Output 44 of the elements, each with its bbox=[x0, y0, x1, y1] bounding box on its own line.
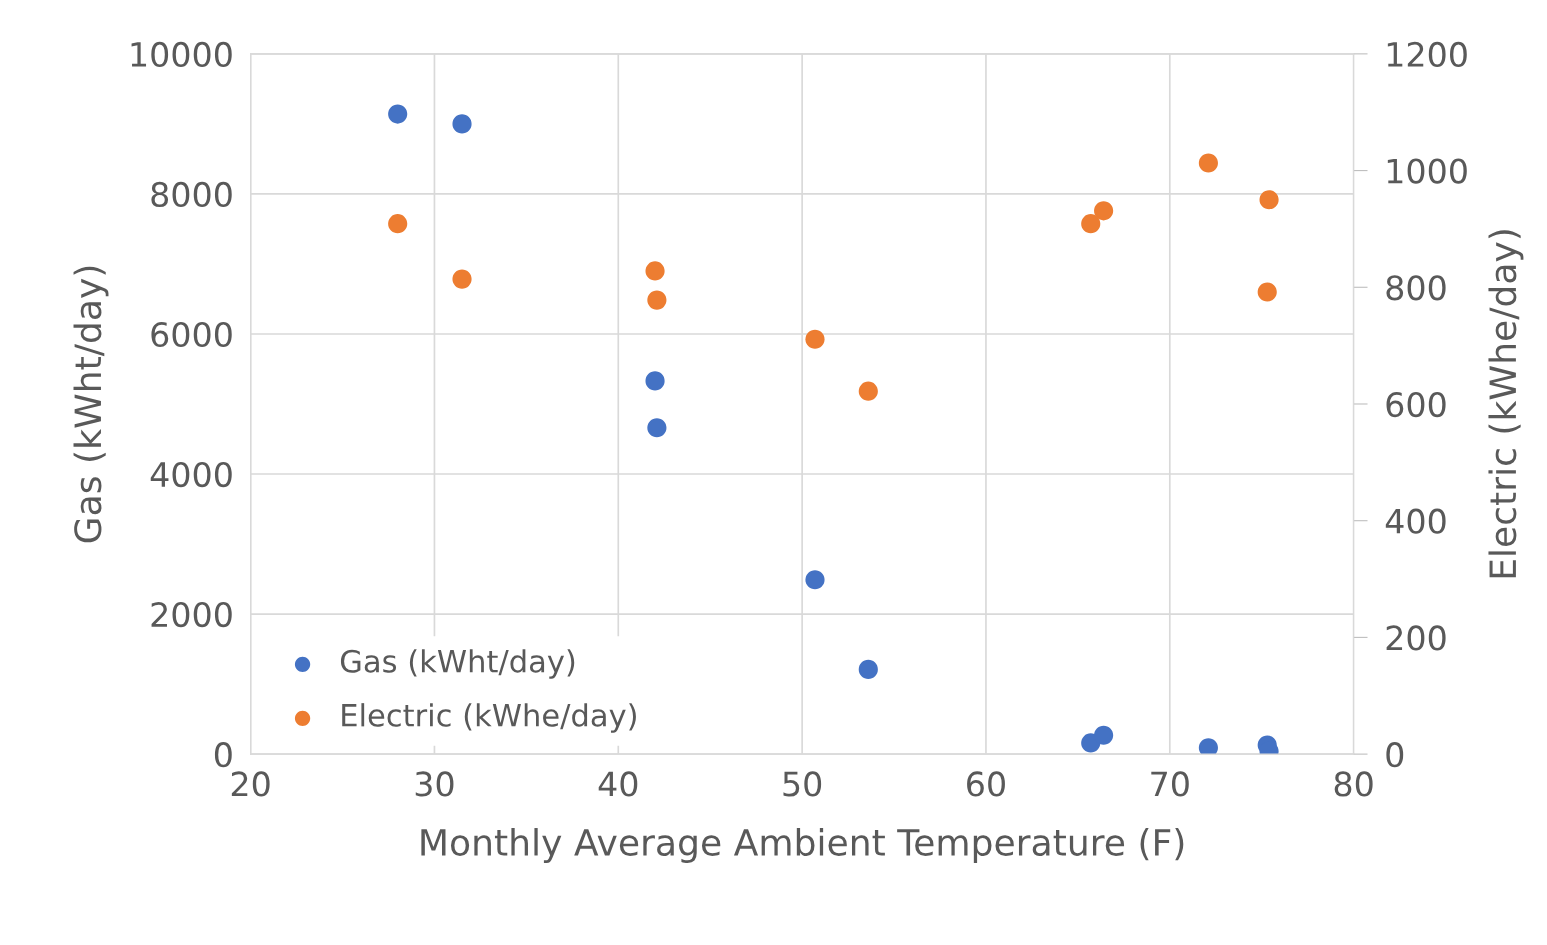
y2-tick-label: 1000 bbox=[1387, 158, 1467, 184]
x-tick-label: 50 bbox=[783, 771, 822, 797]
y2-tick-label: 0 bbox=[1386, 742, 1404, 768]
y-tick-label: 10000 bbox=[131, 41, 232, 67]
y2-tick-label: 400 bbox=[1385, 508, 1446, 534]
y2-tick-label: 800 bbox=[1386, 275, 1446, 301]
x-tick-label: 40 bbox=[598, 771, 638, 797]
point bbox=[805, 329, 825, 349]
y2-tick-label: 200 bbox=[1386, 625, 1446, 651]
legend-label: Electric (kWhe/day) bbox=[342, 703, 636, 733]
y-tick-label: 6000 bbox=[151, 321, 232, 348]
y2-tick-label: 1200 bbox=[1387, 41, 1467, 67]
y-tick-label: 8000 bbox=[151, 181, 232, 208]
y-tick-label: 4000 bbox=[150, 461, 232, 488]
point bbox=[1198, 738, 1218, 755]
x-axis-title: Monthly Average Ambient Temperature (F) bbox=[421, 828, 1184, 863]
point bbox=[388, 214, 408, 234]
point bbox=[452, 114, 472, 134]
point bbox=[1198, 153, 1218, 173]
x-tick-label: 60 bbox=[967, 771, 1005, 797]
point bbox=[452, 269, 472, 289]
point bbox=[1257, 282, 1277, 302]
x-tick-label: 20 bbox=[231, 771, 270, 797]
point bbox=[647, 418, 667, 438]
y-tick-label: 0 bbox=[214, 742, 232, 768]
point bbox=[1259, 190, 1279, 210]
point bbox=[858, 659, 878, 679]
y2-tick-label: 600 bbox=[1386, 391, 1446, 418]
point bbox=[858, 381, 878, 401]
point bbox=[1081, 214, 1101, 234]
point bbox=[645, 261, 665, 281]
point bbox=[805, 570, 825, 590]
legend-label: Gas (kWht/day) bbox=[340, 649, 575, 679]
point bbox=[1094, 201, 1114, 221]
point bbox=[647, 290, 667, 310]
point bbox=[645, 371, 665, 391]
x-tick-label: 80 bbox=[1334, 771, 1373, 797]
point bbox=[388, 104, 408, 124]
y-axis-title: Gas (kWht/day) bbox=[73, 266, 109, 543]
y2-axis-title: Electric (kWhe/day) bbox=[1488, 230, 1524, 578]
x-tick-label: 30 bbox=[415, 771, 454, 797]
point bbox=[1094, 725, 1114, 745]
y-tick-label: 2000 bbox=[151, 601, 232, 628]
x-tick-label: 70 bbox=[1151, 771, 1189, 797]
